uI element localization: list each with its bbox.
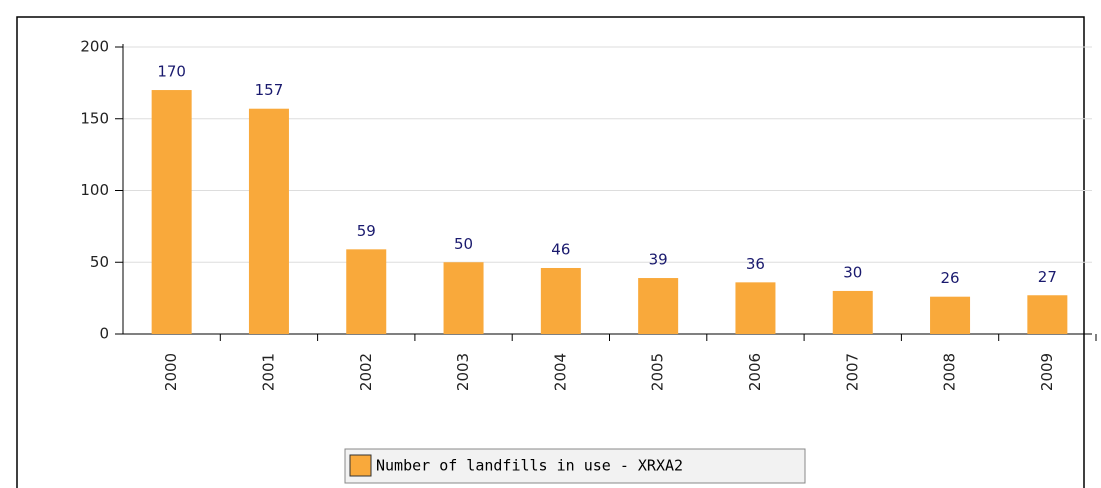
- x-tick-label: 2003: [454, 353, 472, 391]
- x-tick-label: 2001: [259, 353, 277, 391]
- value-label: 59: [357, 222, 376, 240]
- value-label: 39: [649, 251, 668, 269]
- bar: [151, 90, 192, 334]
- legend-box: [344, 448, 806, 484]
- y-tick-label: 100: [80, 181, 109, 199]
- value-label: 30: [843, 263, 862, 281]
- x-tick-label: 2009: [1038, 353, 1056, 391]
- legend-swatch: [349, 454, 372, 477]
- bar: [735, 282, 776, 334]
- bar: [638, 278, 679, 334]
- bar: [1027, 295, 1068, 334]
- bar: [248, 108, 289, 334]
- value-label: 157: [255, 81, 284, 99]
- x-tick-label: 2000: [162, 353, 180, 391]
- x-tick-label: 2006: [746, 353, 764, 391]
- x-tick-label: 2007: [843, 353, 861, 391]
- y-tick-label: 200: [80, 38, 109, 56]
- x-tick-label: 2008: [941, 353, 959, 391]
- bar: [540, 267, 581, 334]
- x-tick-label: 2004: [551, 353, 569, 391]
- y-tick-label: 0: [99, 325, 109, 343]
- x-tick-label: 2005: [649, 353, 667, 391]
- legend-label: Number of landfills in use - XRXA2: [376, 457, 683, 475]
- bar: [346, 249, 387, 334]
- bar: [443, 262, 484, 334]
- y-tick-label: 50: [90, 253, 109, 271]
- value-label: 170: [157, 63, 186, 81]
- x-tick-label: 2002: [357, 353, 375, 391]
- value-label: 27: [1038, 268, 1057, 286]
- bar: [832, 290, 873, 334]
- bar: [930, 296, 971, 334]
- value-label: 46: [551, 240, 570, 258]
- value-label: 36: [746, 255, 765, 273]
- value-label: 50: [454, 235, 473, 253]
- value-label: 26: [941, 269, 960, 287]
- frame: [16, 16, 1085, 488]
- y-tick-label: 150: [80, 109, 109, 127]
